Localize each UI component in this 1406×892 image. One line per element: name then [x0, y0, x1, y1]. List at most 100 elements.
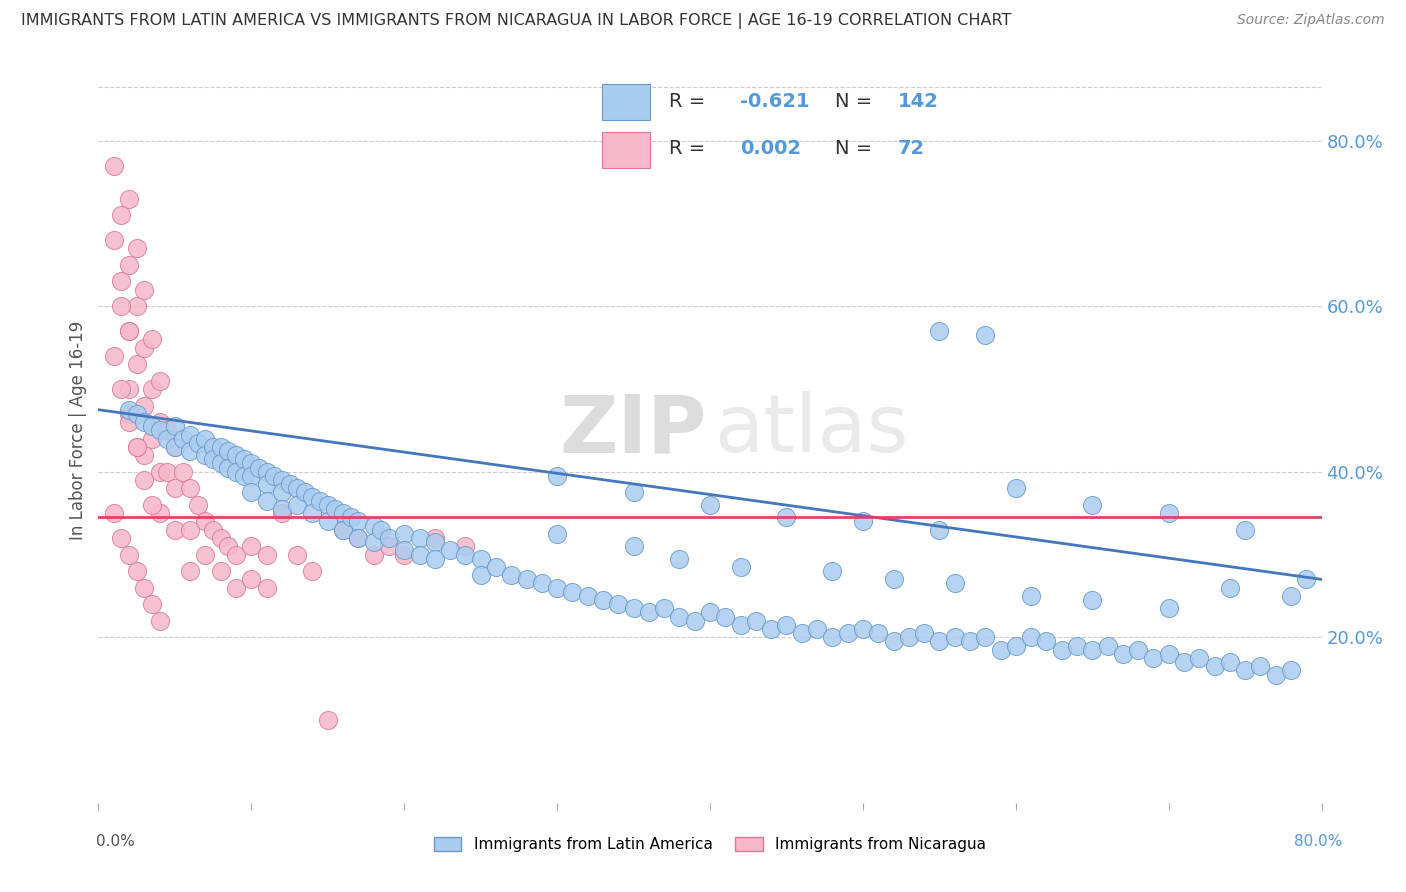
Point — [202, 452, 225, 467]
Point — [172, 432, 194, 446]
Point — [1249, 659, 1271, 673]
Point — [332, 523, 354, 537]
Point — [141, 432, 163, 446]
Point — [103, 349, 125, 363]
Point — [156, 423, 179, 437]
Point — [454, 548, 477, 562]
Point — [316, 498, 339, 512]
Point — [156, 465, 179, 479]
Point — [392, 548, 416, 562]
Point — [1219, 655, 1241, 669]
Point — [125, 440, 148, 454]
Point — [134, 415, 156, 429]
Point — [118, 324, 141, 338]
Point — [270, 485, 292, 500]
Point — [974, 630, 997, 644]
Text: ZIP: ZIP — [560, 392, 706, 469]
Point — [730, 560, 752, 574]
Text: Source: ZipAtlas.com: Source: ZipAtlas.com — [1237, 13, 1385, 28]
Point — [149, 374, 172, 388]
Point — [118, 324, 141, 338]
Point — [232, 469, 254, 483]
Point — [1295, 573, 1317, 587]
Point — [928, 634, 950, 648]
Point — [516, 573, 538, 587]
Point — [110, 208, 132, 222]
Point — [652, 601, 675, 615]
Point — [240, 469, 263, 483]
Point — [943, 576, 966, 591]
Point — [285, 498, 308, 512]
Point — [134, 473, 156, 487]
Point — [408, 531, 430, 545]
Point — [247, 460, 270, 475]
Text: R =: R = — [669, 93, 711, 112]
Point — [225, 465, 247, 479]
Point — [974, 328, 997, 343]
Point — [347, 531, 370, 545]
Point — [141, 597, 163, 611]
Point — [232, 452, 254, 467]
Point — [1004, 639, 1026, 653]
Point — [1097, 639, 1119, 653]
Point — [1219, 581, 1241, 595]
Point — [134, 283, 156, 297]
Point — [209, 457, 232, 471]
Point — [423, 531, 446, 545]
Y-axis label: In Labor Force | Age 16-19: In Labor Force | Age 16-19 — [69, 321, 87, 540]
Point — [125, 407, 148, 421]
Point — [806, 622, 828, 636]
Point — [837, 626, 859, 640]
Point — [1279, 589, 1302, 603]
Point — [683, 614, 706, 628]
Point — [1004, 481, 1026, 495]
Point — [928, 523, 950, 537]
Point — [1081, 593, 1104, 607]
Point — [1066, 639, 1088, 653]
Point — [1173, 655, 1195, 669]
Point — [1142, 651, 1164, 665]
Point — [370, 523, 392, 537]
Point — [118, 548, 141, 562]
Point — [141, 382, 163, 396]
Point — [194, 515, 217, 529]
Point — [118, 402, 141, 417]
Point — [301, 490, 323, 504]
Point — [217, 539, 239, 553]
Point — [294, 485, 316, 500]
Point — [309, 493, 332, 508]
Text: IMMIGRANTS FROM LATIN AMERICA VS IMMIGRANTS FROM NICARAGUA IN LABOR FORCE | AGE : IMMIGRANTS FROM LATIN AMERICA VS IMMIGRA… — [21, 13, 1011, 29]
Point — [134, 341, 156, 355]
Point — [1188, 651, 1211, 665]
Point — [209, 564, 232, 578]
Point — [134, 399, 156, 413]
Point — [149, 506, 172, 520]
Text: atlas: atlas — [714, 392, 908, 469]
Point — [163, 523, 186, 537]
Point — [928, 324, 950, 338]
Point — [194, 448, 217, 462]
Point — [576, 589, 599, 603]
Point — [423, 551, 446, 566]
Text: R =: R = — [669, 138, 711, 158]
Point — [1019, 630, 1042, 644]
Point — [240, 539, 263, 553]
Text: 0.0%: 0.0% — [96, 834, 135, 849]
Point — [883, 634, 905, 648]
Point — [172, 465, 194, 479]
Point — [202, 440, 225, 454]
Point — [1157, 647, 1180, 661]
Point — [187, 498, 209, 512]
FancyBboxPatch shape — [602, 132, 650, 168]
Point — [270, 506, 292, 520]
Point — [225, 548, 247, 562]
Point — [110, 531, 132, 545]
Point — [125, 299, 148, 313]
Point — [103, 159, 125, 173]
Point — [110, 382, 132, 396]
Text: 0.002: 0.002 — [740, 138, 801, 158]
Point — [1264, 667, 1286, 681]
Text: N =: N = — [835, 93, 872, 112]
Point — [363, 518, 385, 533]
Point — [256, 581, 278, 595]
